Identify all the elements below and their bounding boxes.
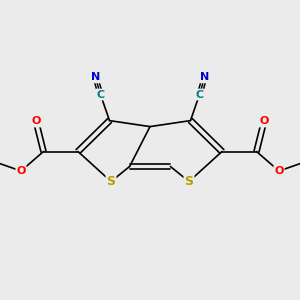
Text: C: C [96,89,105,100]
Text: S: S [106,175,116,188]
Text: O: O [31,116,41,127]
Text: C: C [195,89,204,100]
Text: N: N [200,72,209,82]
Text: O: O [16,166,26,176]
Text: S: S [184,175,194,188]
Text: O: O [274,166,284,176]
Text: O: O [259,116,269,127]
Text: N: N [91,72,100,82]
